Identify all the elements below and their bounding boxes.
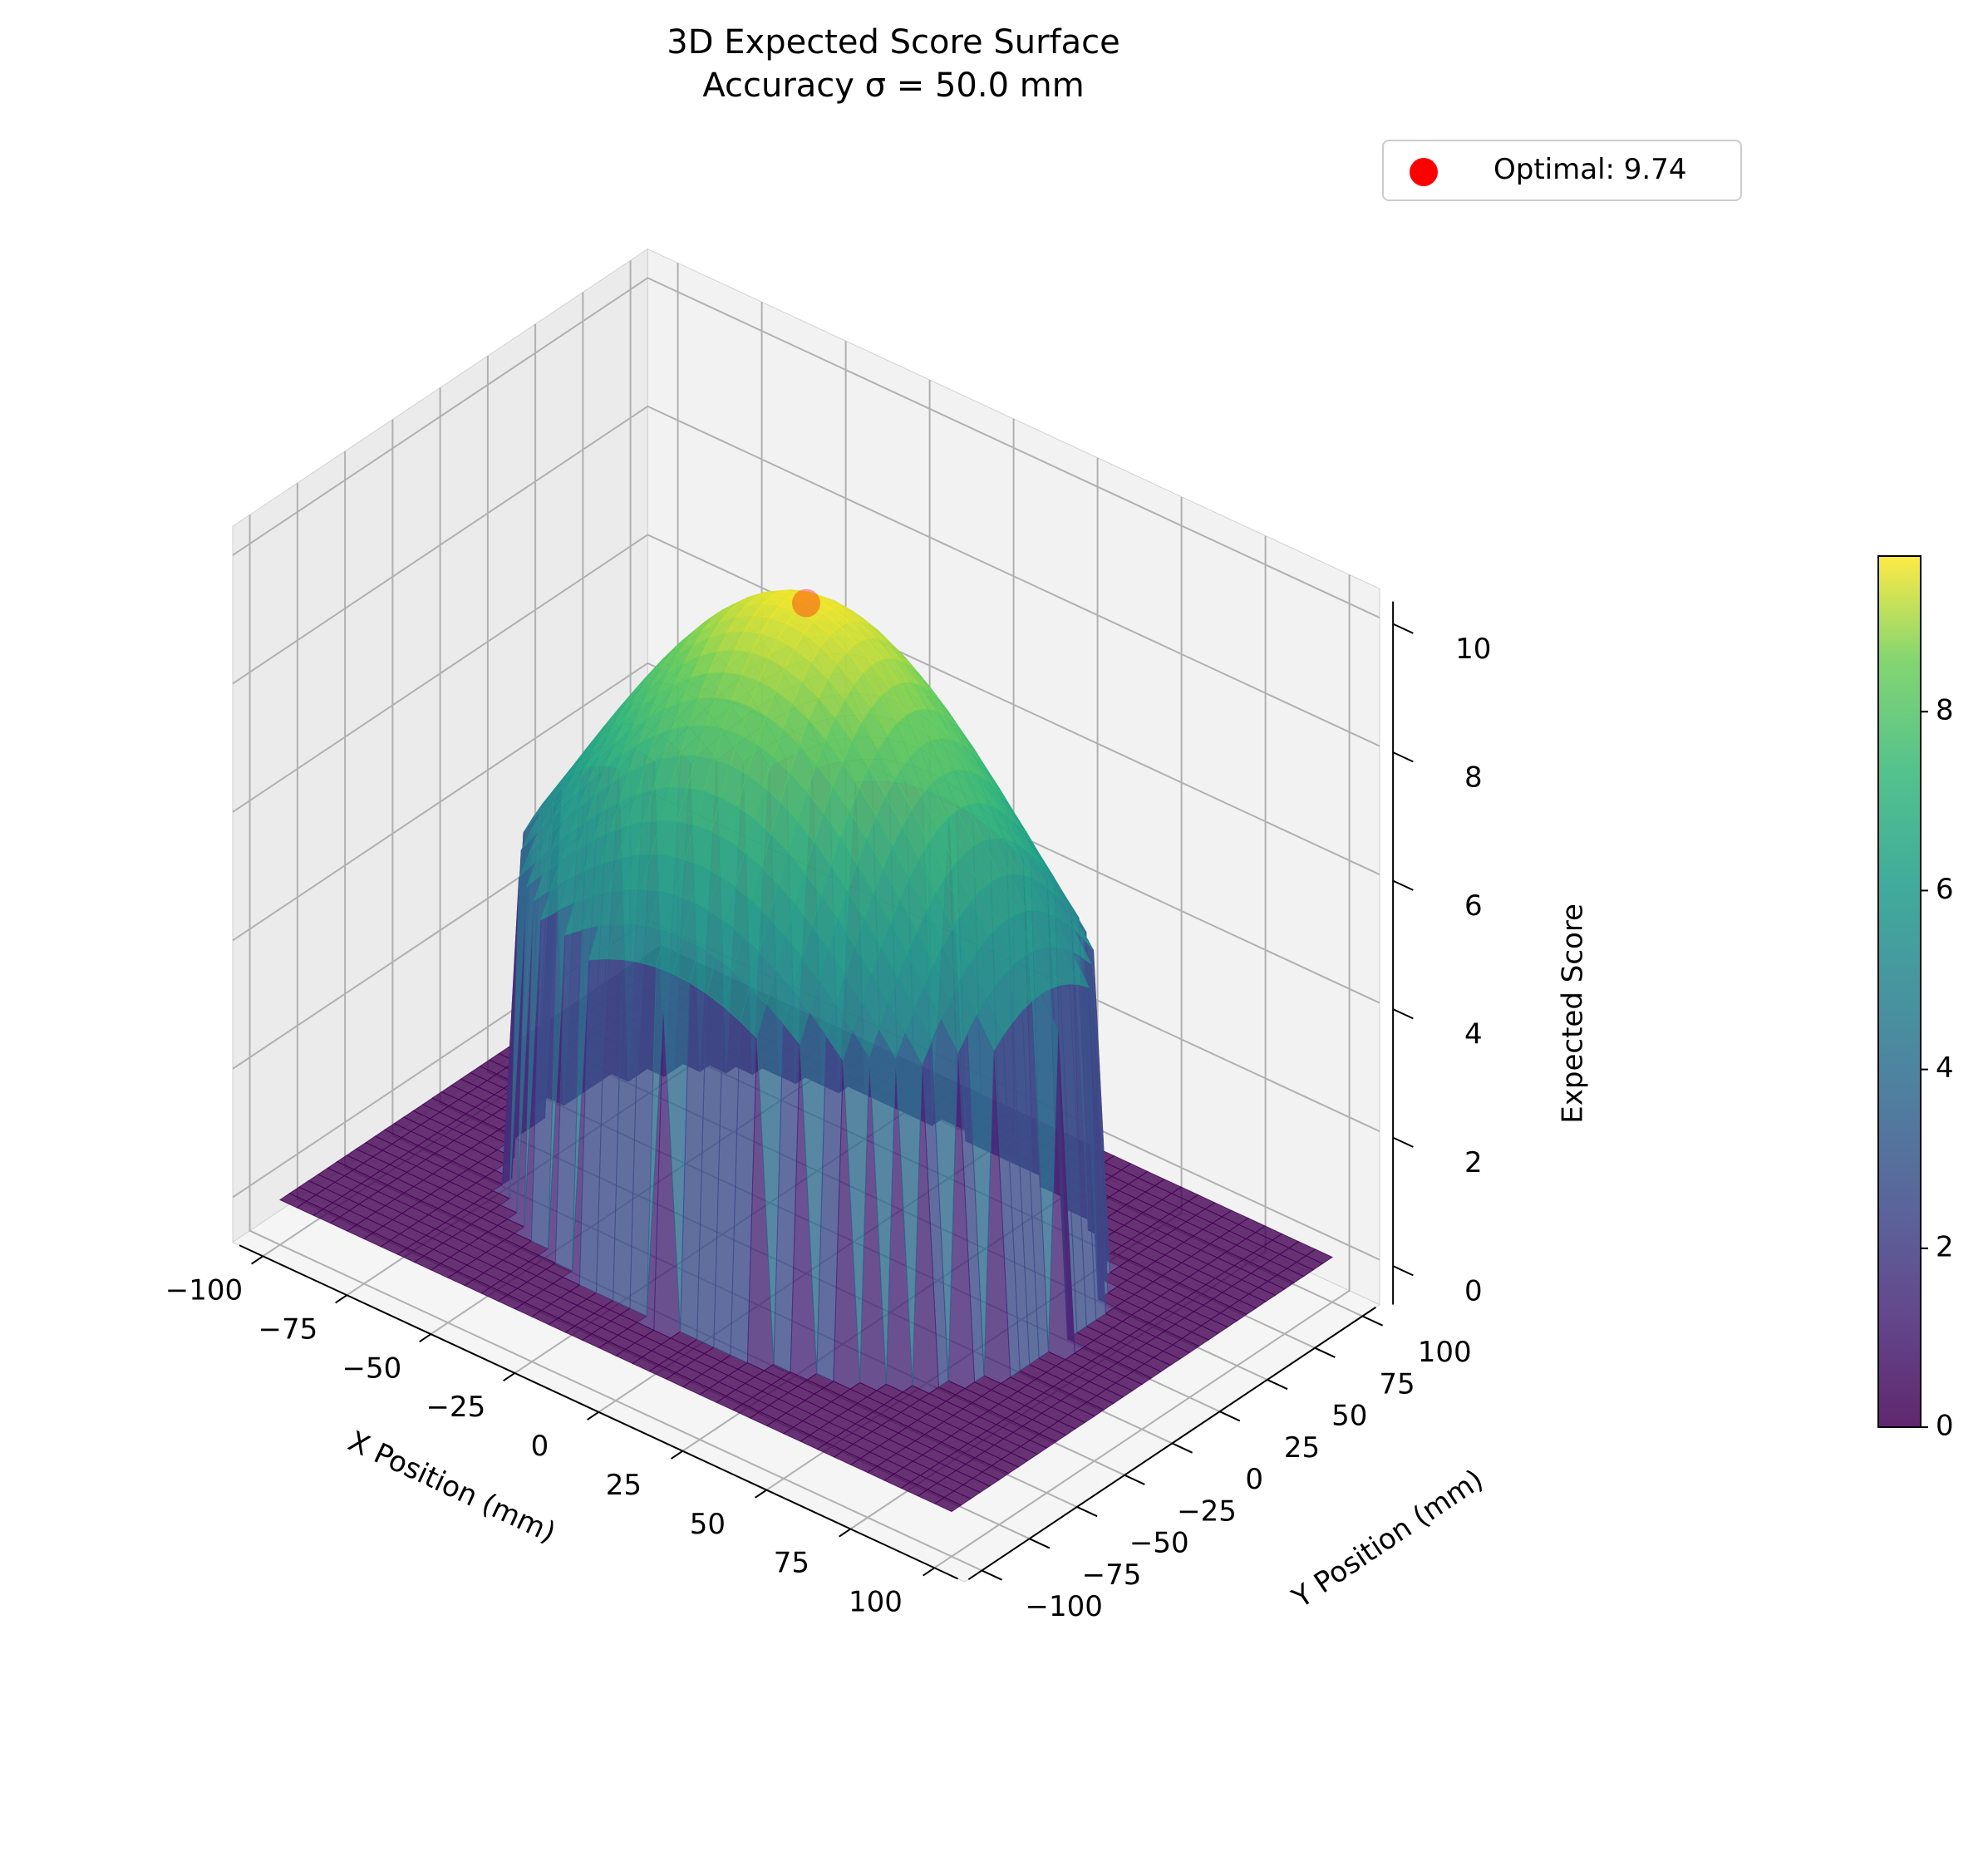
x-tick-label: −50 bbox=[342, 1352, 402, 1385]
z-tick-label: 10 bbox=[1455, 633, 1491, 666]
grid-line-z bbox=[232, 534, 1380, 876]
x-tick bbox=[503, 1372, 515, 1381]
z-axis-label: Expected Score bbox=[1556, 904, 1589, 1124]
surface-facet bbox=[933, 1496, 962, 1513]
y-tick-label: 0 bbox=[1245, 1463, 1263, 1496]
chart-subtitle: Accuracy σ = 50.0 mm bbox=[702, 66, 1085, 105]
x-tick-label: −75 bbox=[258, 1312, 318, 1346]
y-tick-label: 100 bbox=[1418, 1336, 1472, 1369]
y-tick bbox=[1267, 1379, 1288, 1391]
colorbar-gradient bbox=[1878, 556, 1921, 1427]
z-tick bbox=[1392, 1008, 1414, 1020]
y-tick bbox=[1314, 1347, 1336, 1358]
x-tick-label: 25 bbox=[606, 1469, 642, 1502]
y-tick-label: 75 bbox=[1379, 1367, 1415, 1401]
grid-line-z bbox=[232, 405, 1380, 747]
x-axis-label: X Position (mm) bbox=[343, 1425, 561, 1549]
z-tick bbox=[1392, 751, 1414, 763]
y-tick bbox=[1029, 1538, 1051, 1549]
z-tick bbox=[1392, 623, 1414, 634]
z-tick-label: 2 bbox=[1464, 1146, 1483, 1179]
z-tick bbox=[1392, 1265, 1414, 1277]
colorbar-tick-label: 2 bbox=[1936, 1230, 1954, 1263]
optimal-point-marker bbox=[792, 588, 820, 618]
y-tick-label: 25 bbox=[1284, 1431, 1320, 1465]
x-tick-label: 0 bbox=[531, 1430, 549, 1463]
legend-label-optimal: Optimal: 9.74 bbox=[1493, 153, 1687, 186]
z-tick bbox=[1392, 879, 1414, 891]
y-tick-label: 50 bbox=[1331, 1400, 1367, 1433]
y-axis-label: Y Position (mm) bbox=[1286, 1463, 1489, 1615]
x-tick bbox=[839, 1528, 851, 1538]
x-tick bbox=[923, 1567, 935, 1577]
y-tick-label: −75 bbox=[1082, 1558, 1142, 1592]
grid-line-y bbox=[248, 515, 982, 1572]
y-tick bbox=[1361, 1315, 1384, 1327]
y-tick bbox=[1171, 1442, 1193, 1454]
y-tick-label: −25 bbox=[1177, 1494, 1237, 1528]
y-tick bbox=[981, 1569, 1003, 1581]
colorbar-frame bbox=[1877, 555, 1921, 1428]
grid-line-x bbox=[933, 574, 1351, 1569]
x-tick bbox=[419, 1333, 431, 1343]
x-tick-label: −25 bbox=[426, 1391, 486, 1424]
chart-title: 3D Expected Score Surface bbox=[667, 23, 1120, 62]
x-tick-label: 100 bbox=[849, 1586, 903, 1619]
surface-plot bbox=[278, 588, 1334, 1513]
x-tick-label: 50 bbox=[690, 1508, 726, 1541]
z-tick-label: 6 bbox=[1464, 889, 1483, 923]
y-tick-label: −50 bbox=[1129, 1527, 1189, 1560]
z-tick-label: 8 bbox=[1464, 761, 1483, 794]
z-tick-label: 4 bbox=[1464, 1017, 1483, 1051]
colorbar-tick-label: 8 bbox=[1936, 694, 1954, 727]
colorbar-tick-label: 0 bbox=[1936, 1410, 1954, 1443]
grid-line-z bbox=[232, 277, 1380, 619]
colorbar-tick-label: 4 bbox=[1936, 1051, 1954, 1085]
surface-facet bbox=[868, 1029, 897, 1385]
colorbar: 0 2 4 6 8 bbox=[1877, 555, 1954, 1443]
y-tick bbox=[1219, 1411, 1241, 1422]
legend: Optimal: 9.74 bbox=[1382, 140, 1742, 201]
x-tick-label: −100 bbox=[165, 1274, 243, 1307]
z-tick-label: 0 bbox=[1464, 1274, 1483, 1307]
grid-line-z bbox=[232, 662, 1380, 1004]
z-tick bbox=[1392, 1136, 1414, 1148]
y-tick-label: −100 bbox=[1026, 1590, 1103, 1623]
y-tick bbox=[1076, 1506, 1098, 1518]
y-tick bbox=[1124, 1474, 1145, 1485]
x-tick bbox=[671, 1450, 683, 1460]
colorbar-tick-label: 6 bbox=[1936, 873, 1954, 906]
x-tick-label: 75 bbox=[774, 1547, 809, 1580]
x-tick bbox=[587, 1411, 599, 1421]
x-tick bbox=[251, 1255, 263, 1265]
surface-facet bbox=[895, 1032, 923, 1386]
legend-marker-optimal bbox=[1410, 158, 1438, 186]
x-tick bbox=[335, 1294, 347, 1304]
x-tick bbox=[755, 1489, 767, 1499]
